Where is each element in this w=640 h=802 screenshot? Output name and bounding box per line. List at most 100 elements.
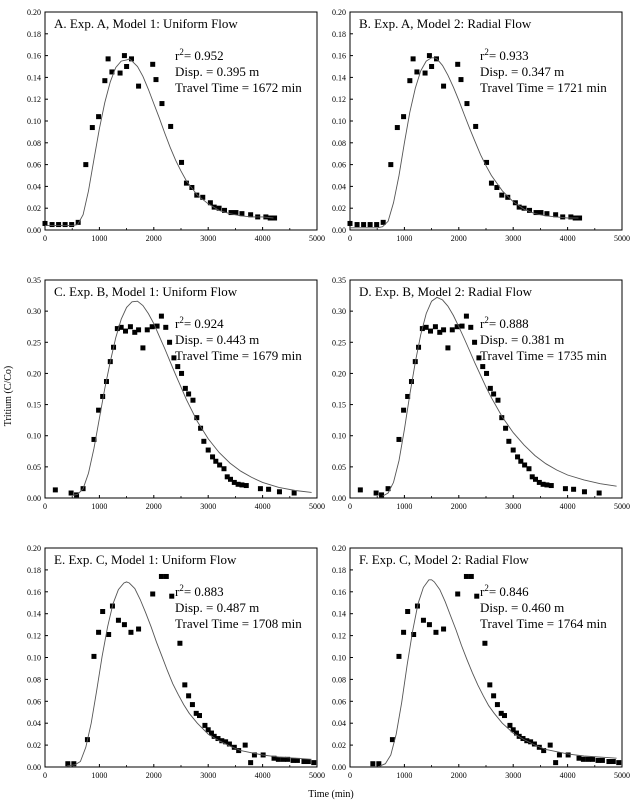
r-squared-value: = 0.883 [184,584,224,599]
observed-point-c [123,328,129,334]
observed-point-f [590,756,596,762]
observed-point-d [373,490,379,496]
observed-point-d [536,479,542,485]
y-tick-label: 0.30 [27,307,41,316]
observed-point-c [114,326,120,332]
r-squared-label-b: r2= 0.933 [480,47,529,63]
x-tick-label: 5000 [614,771,630,780]
x-tick-label: 0 [43,771,47,780]
observed-point-e [158,573,164,579]
observed-point-e [223,739,229,745]
y-tick-label: 0.20 [27,544,41,553]
observed-point-e [294,757,300,763]
observed-point-d [518,458,524,464]
observed-point-b [505,194,511,200]
y-tick-label: 0.06 [332,697,346,706]
plot-frame-d [349,279,623,499]
observed-point-f [541,748,547,754]
y-axis-label: Tritium (C/Co) [3,366,14,426]
panel-f: 0 1000 2000 3000 4000 5000 0.00 0.02 0.04 0.06 0.0… [332,544,630,780]
observed-point-b [407,78,413,84]
r-symbol: r [480,316,485,331]
panel-title-b: B. Exp. A, Model 2: Radial Flow [359,16,532,31]
panel-d: 0 1000 2000 3000 4000 5000 0.00 0.05 0.10 0.15 0.2… [332,276,630,511]
observed-point-c [132,329,138,335]
observed-point-a [136,83,142,89]
observed-point-a [83,162,89,168]
r-squared-superscript: 2 [179,47,184,57]
observed-point-c [91,436,97,442]
observed-point-c [149,324,155,330]
observed-point-d [396,436,402,442]
observed-point-f [510,727,516,733]
observed-point-b [516,204,522,210]
observed-point-f [441,626,447,632]
observed-point-d [432,324,438,330]
travel-time-label-e: Travel Time = 1708 min [175,616,302,631]
panels: 0 1000 2000 3000 4000 50000.000.020.040.060.0… [27,8,630,780]
observed-point-e [150,591,156,597]
observed-point-c [201,438,207,444]
observed-point-c [100,393,106,399]
y-tick-label: 0.00 [27,494,41,503]
x-tick-label: 5000 [309,234,325,243]
x-tick-label: 3000 [200,234,216,243]
r-squared-superscript: 2 [484,583,489,593]
observed-point-d [503,425,509,431]
observed-point-e [242,742,248,748]
observed-point-a [128,56,134,62]
x-tick-label: 4000 [560,234,576,243]
observed-point-d [445,345,451,351]
observed-point-b [484,159,490,165]
observed-point-f [463,573,469,579]
panel-title-c: C. Exp. B, Model 1: Uniform Flow [54,284,238,299]
observed-point-a [62,222,68,228]
observed-point-b [488,180,494,186]
observed-point-a [153,77,159,83]
plot-frame-e [44,547,318,768]
observed-point-d [596,490,602,496]
x-tick-label: 2000 [146,234,162,243]
observed-point-a [75,219,81,225]
observed-point-e [311,760,317,766]
observed-point-e [106,632,112,638]
r-squared-label-e: r2= 0.883 [175,583,224,599]
r-squared-value: = 0.846 [489,584,529,599]
observed-point-f [474,593,480,599]
observed-point-f [585,756,591,762]
observed-point-d [405,393,411,399]
observed-point-e [96,629,102,635]
observed-point-e [193,710,199,716]
observed-point-e [248,760,254,766]
observed-point-f [501,713,507,719]
x-tick-label: 2000 [451,502,467,511]
dispersivity-label-d: Disp. = 0.381 m [480,332,564,347]
observed-point-b [388,162,394,168]
y-tick-label: 0.02 [27,204,41,213]
observed-point-e [226,741,232,747]
observed-point-f [513,730,519,736]
panel-e: 0 1000 2000 3000 4000 5000 0.00 0.02 0.04 0.06 0.0… [27,544,325,780]
x-tick-label: 0 [348,234,352,243]
observed-point-d [491,391,497,397]
x-tick-label: 4000 [560,771,576,780]
y-tick-label: 0.20 [332,369,346,378]
y-tick-label: 0.30 [332,307,346,316]
y-tick-label: 0.20 [332,544,346,553]
model-curve-b [350,57,579,229]
observed-point-f [531,741,537,747]
observed-point-f [547,742,553,748]
observed-point-c [231,479,237,485]
observed-point-d [548,483,554,489]
observed-point-a [228,210,234,216]
observed-point-f [468,573,474,579]
observed-point-b [347,220,353,226]
r-squared-superscript: 2 [179,583,184,593]
dispersivity-label-a: Disp. = 0.395 m [175,64,259,79]
observed-point-f [420,617,426,623]
observed-point-f [376,761,382,767]
y-tick-label: 0.06 [27,697,41,706]
y-tick-label: 0.14 [27,610,41,619]
observed-point-e [71,761,77,767]
observed-point-f [401,629,407,635]
